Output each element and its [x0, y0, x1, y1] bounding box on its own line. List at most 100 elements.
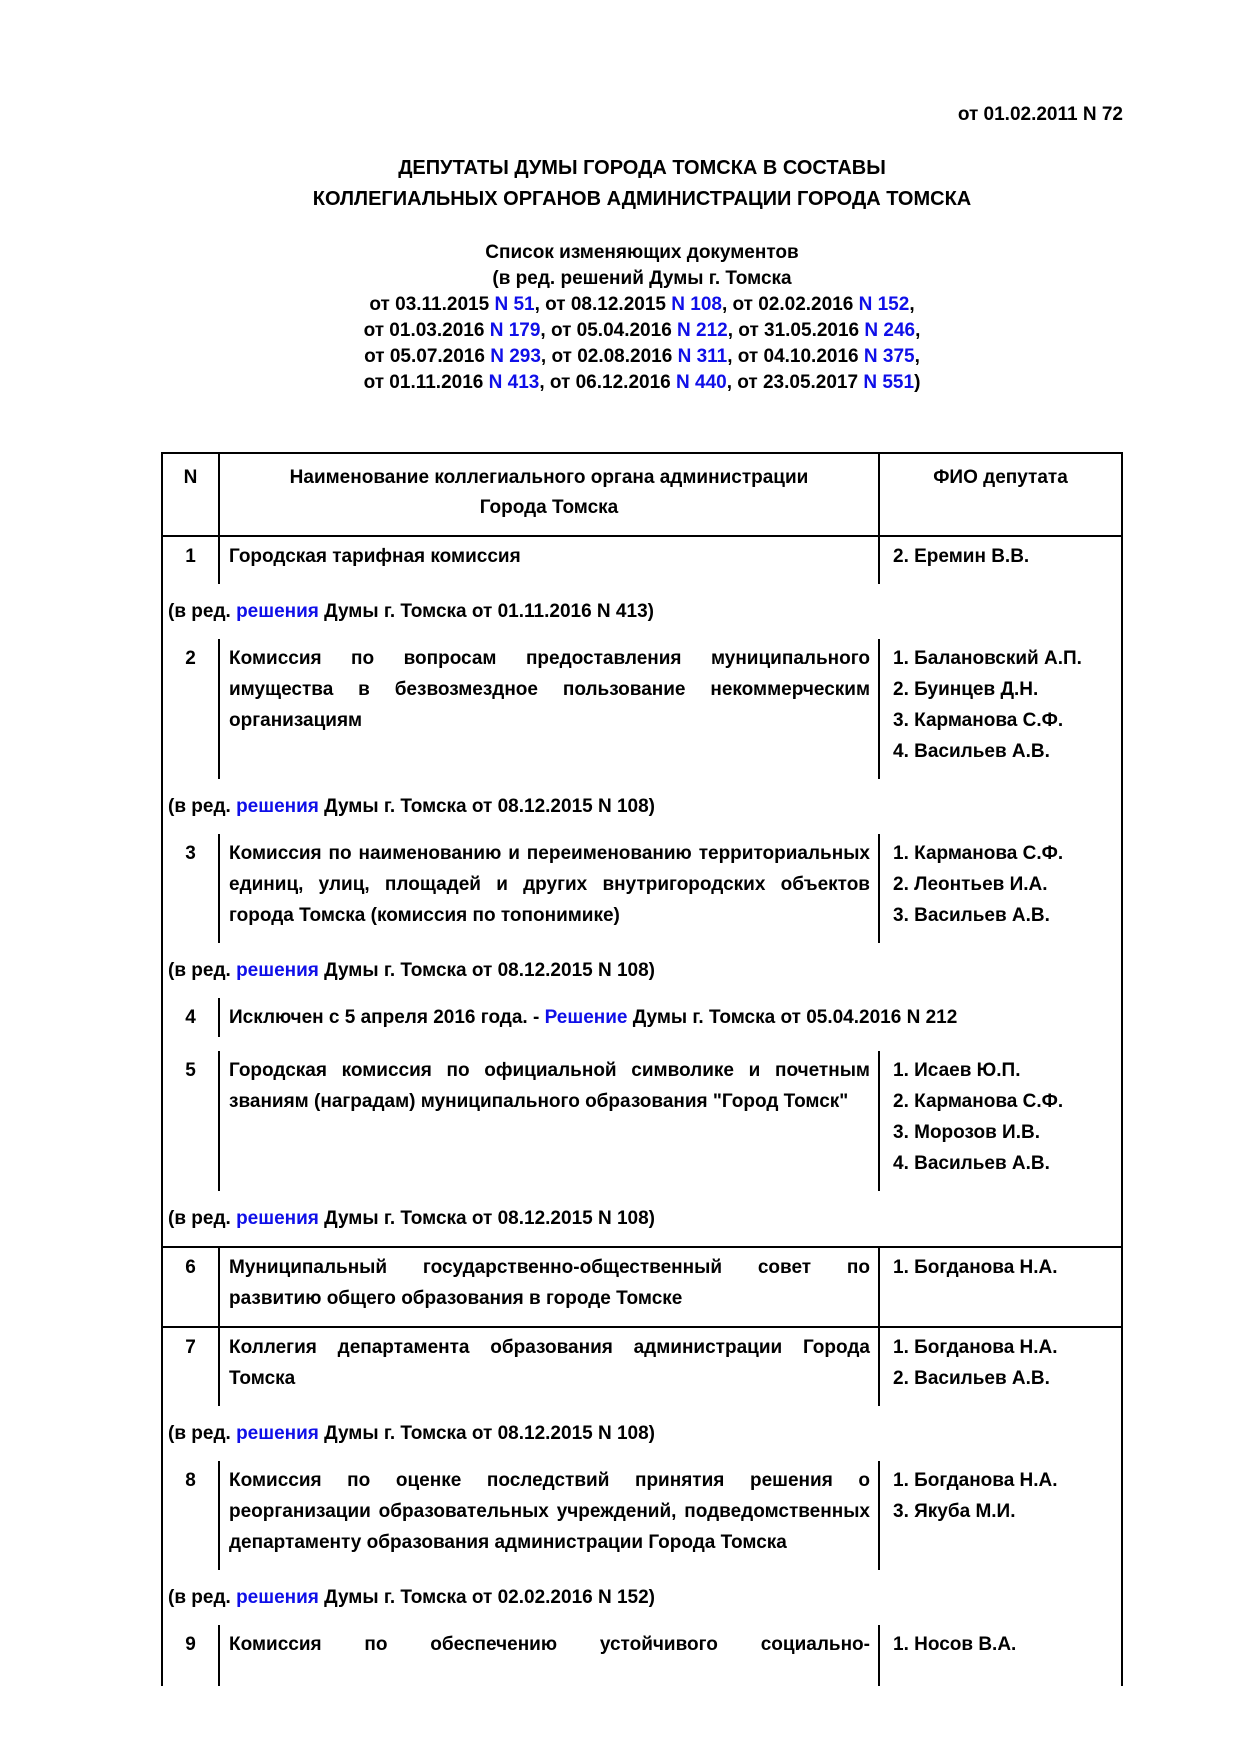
- deputy-name: 1. Богданова Н.А.: [893, 1337, 1058, 1358]
- organ-name-cell: Муниципальный государственно-общественны…: [220, 1248, 880, 1326]
- doc-link[interactable]: решения: [236, 1208, 319, 1229]
- table-row: 1 Городская тарифная комиссия 2. Еремин В.…: [163, 537, 1121, 584]
- table-row: 5 Городская комиссия по официальной симво…: [163, 1051, 1121, 1191]
- text-segment: , от 02.08.2016: [540, 346, 678, 367]
- row-spacer: [163, 1037, 1121, 1051]
- doc-link[interactable]: N 413: [488, 372, 540, 393]
- text-segment: ): [914, 372, 921, 393]
- text-segment: ,: [915, 320, 921, 341]
- deputy-name: 4. Васильев А.В.: [893, 1153, 1050, 1174]
- doc-link[interactable]: N 51: [494, 294, 535, 315]
- deputies-cell: 1. Богданова Н.А.: [880, 1248, 1121, 1326]
- deputy-name: 4. Васильев А.В.: [893, 741, 1050, 762]
- amendment-note: (в ред. решения Думы г. Томска от 08.12.…: [163, 1406, 1121, 1461]
- deputy-name: 3. Васильев А.В.: [893, 905, 1050, 926]
- column-header-organ: Наименование коллегиального органа админ…: [220, 454, 880, 535]
- doc-link[interactable]: N 108: [671, 294, 722, 315]
- amendment-note: (в ред. решения Думы г. Томска от 02.02.…: [163, 1570, 1121, 1625]
- doc-link[interactable]: N 375: [863, 346, 915, 367]
- deputies-cell: 1. Богданова Н.А. 3. Якуба М.И.: [880, 1461, 1121, 1570]
- text-segment: (в ред.: [168, 796, 237, 817]
- row-number: 7: [163, 1328, 220, 1406]
- amendments-subtitle: Список изменяющих документов: [485, 242, 799, 263]
- doc-link[interactable]: Решение: [544, 1007, 628, 1028]
- row-number: 5: [163, 1051, 220, 1191]
- column-header-organ-text: Наименование коллегиального органа админ…: [289, 467, 809, 518]
- deputy-name: 1. Богданова Н.А.: [893, 1470, 1058, 1491]
- organ-name-cell: Коллегия департамента образования админи…: [220, 1328, 880, 1406]
- document-title: ДЕПУТАТЫ ДУМЫ ГОРОДА ТОМСКА В СОСТАВЫ КО…: [161, 153, 1123, 215]
- text-segment: (в ред.: [168, 960, 237, 981]
- amendment-note: (в ред. решения Думы г. Томска от 01.11.…: [163, 584, 1121, 639]
- table-row: 7 Коллегия департамента образования админ…: [163, 1326, 1121, 1406]
- text-segment: Думы г. Томска от 08.12.2015 N 108): [318, 960, 656, 981]
- doc-link[interactable]: N 152: [858, 294, 910, 315]
- doc-link[interactable]: N 551: [863, 372, 915, 393]
- amendment-line: от 05.07.2016 N 293, от 02.08.2016 N 311…: [161, 344, 1123, 370]
- text-segment: , от 06.12.2016: [539, 372, 676, 393]
- title-line-2: КОЛЛЕГИАЛЬНЫХ ОРГАНОВ АДМИНИСТРАЦИИ ГОРО…: [312, 188, 972, 210]
- text-segment: ,: [909, 294, 915, 315]
- doc-link[interactable]: решения: [236, 796, 319, 817]
- deputy-name: 1. Богданова Н.А.: [893, 1257, 1058, 1278]
- row-number: 8: [163, 1461, 220, 1570]
- deputy-name: 1. Исаев Ю.П.: [893, 1060, 1021, 1081]
- table-row: 2 Комиссия по вопросам предоставления мун…: [163, 639, 1121, 779]
- table-row: 3 Комиссия по наименованию и переименован…: [163, 834, 1121, 943]
- excluded-text: Исключен с 5 апреля 2016 года. - Решение…: [220, 998, 1121, 1037]
- organ-name-cell: Городская тарифная комиссия: [220, 537, 880, 584]
- row-number: 6: [163, 1248, 220, 1326]
- document-reference: от 01.02.2011 N 72: [957, 104, 1123, 125]
- doc-link[interactable]: N 179: [489, 320, 541, 341]
- text-segment: , от 05.04.2016: [540, 320, 678, 341]
- organ-name-cell: Комиссия по вопросам предоставления муни…: [220, 639, 880, 779]
- deputy-name: 2. Еремин В.В.: [893, 546, 1030, 567]
- text-segment: Исключен с 5 апреля 2016 года. -: [229, 1007, 545, 1028]
- doc-link[interactable]: решения: [236, 601, 319, 622]
- deputies-table: N Наименование коллегиального органа адм…: [161, 452, 1123, 1686]
- amendments-intro: (в ред. решений Думы г. Томска: [492, 268, 792, 289]
- deputy-name: 1. Носов В.А.: [893, 1634, 1017, 1655]
- text-segment: , от 31.05.2016: [727, 320, 865, 341]
- amendment-note: (в ред. решения Думы г. Томска от 08.12.…: [163, 1191, 1121, 1246]
- deputy-name: 1. Балановский А.П.: [893, 648, 1082, 669]
- deputies-cell: 1. Исаев Ю.П. 2. Карманова С.Ф. 3. Морозов…: [880, 1051, 1121, 1191]
- text-segment: ,: [914, 346, 920, 367]
- text-segment: , от 04.10.2016: [727, 346, 864, 367]
- deputy-name: 2. Карманова С.Ф.: [893, 1091, 1064, 1112]
- text-segment: (в ред.: [168, 1423, 237, 1444]
- amendment-note: (в ред. решения Думы г. Томска от 08.12.…: [163, 779, 1121, 834]
- amendment-line: от 03.11.2015 N 51, от 08.12.2015 N 108,…: [161, 292, 1123, 318]
- deputy-name: 2. Леонтьев И.А.: [893, 874, 1048, 895]
- table-body: 1 Городская тарифная комиссия 2. Еремин В.…: [163, 537, 1121, 1686]
- table-row: 8 Комиссия по оценке последствий принятия…: [163, 1461, 1121, 1570]
- deputy-name: 2. Васильев А.В.: [893, 1368, 1050, 1389]
- table-row: 6 Муниципальный государственно-общественн…: [163, 1246, 1121, 1326]
- organ-name-cell: Комиссия по оценке последствий принятия …: [220, 1461, 880, 1570]
- doc-link[interactable]: N 246: [864, 320, 916, 341]
- row-number: 2: [163, 639, 220, 779]
- text-segment: (в ред.: [168, 601, 237, 622]
- doc-link[interactable]: решения: [236, 1423, 319, 1444]
- row-number: 3: [163, 834, 220, 943]
- doc-link[interactable]: N 212: [677, 320, 728, 341]
- doc-link[interactable]: N 440: [676, 372, 727, 393]
- doc-link[interactable]: N 311: [677, 346, 728, 367]
- organ-name-cell: Городская комиссия по официальной символ…: [220, 1051, 880, 1191]
- text-segment: Думы г. Томска от 08.12.2015 N 108): [318, 1423, 656, 1444]
- organ-name-cell: Комиссия по наименованию и переименовани…: [220, 834, 880, 943]
- doc-link[interactable]: N 293: [490, 346, 541, 367]
- deputies-cell: 1. Носов В.А.: [880, 1625, 1121, 1686]
- column-header-fio: ФИО депутата: [933, 467, 1068, 488]
- text-segment: , от 02.02.2016: [721, 294, 859, 315]
- doc-link[interactable]: решения: [236, 960, 319, 981]
- amendment-note: (в ред. решения Думы г. Томска от 08.12.…: [163, 943, 1121, 998]
- row-number: 9: [163, 1625, 220, 1686]
- text-segment: (в ред.: [168, 1587, 237, 1608]
- deputy-name: 3. Морозов И.В.: [893, 1122, 1040, 1143]
- amendment-line: от 01.03.2016 N 179, от 05.04.2016 N 212…: [161, 318, 1123, 344]
- text-segment: Думы г. Томска от 05.04.2016 N 212: [627, 1007, 958, 1028]
- text-segment: от 01.03.2016: [363, 320, 490, 341]
- doc-link[interactable]: решения: [236, 1587, 319, 1608]
- row-number: 4: [163, 998, 220, 1037]
